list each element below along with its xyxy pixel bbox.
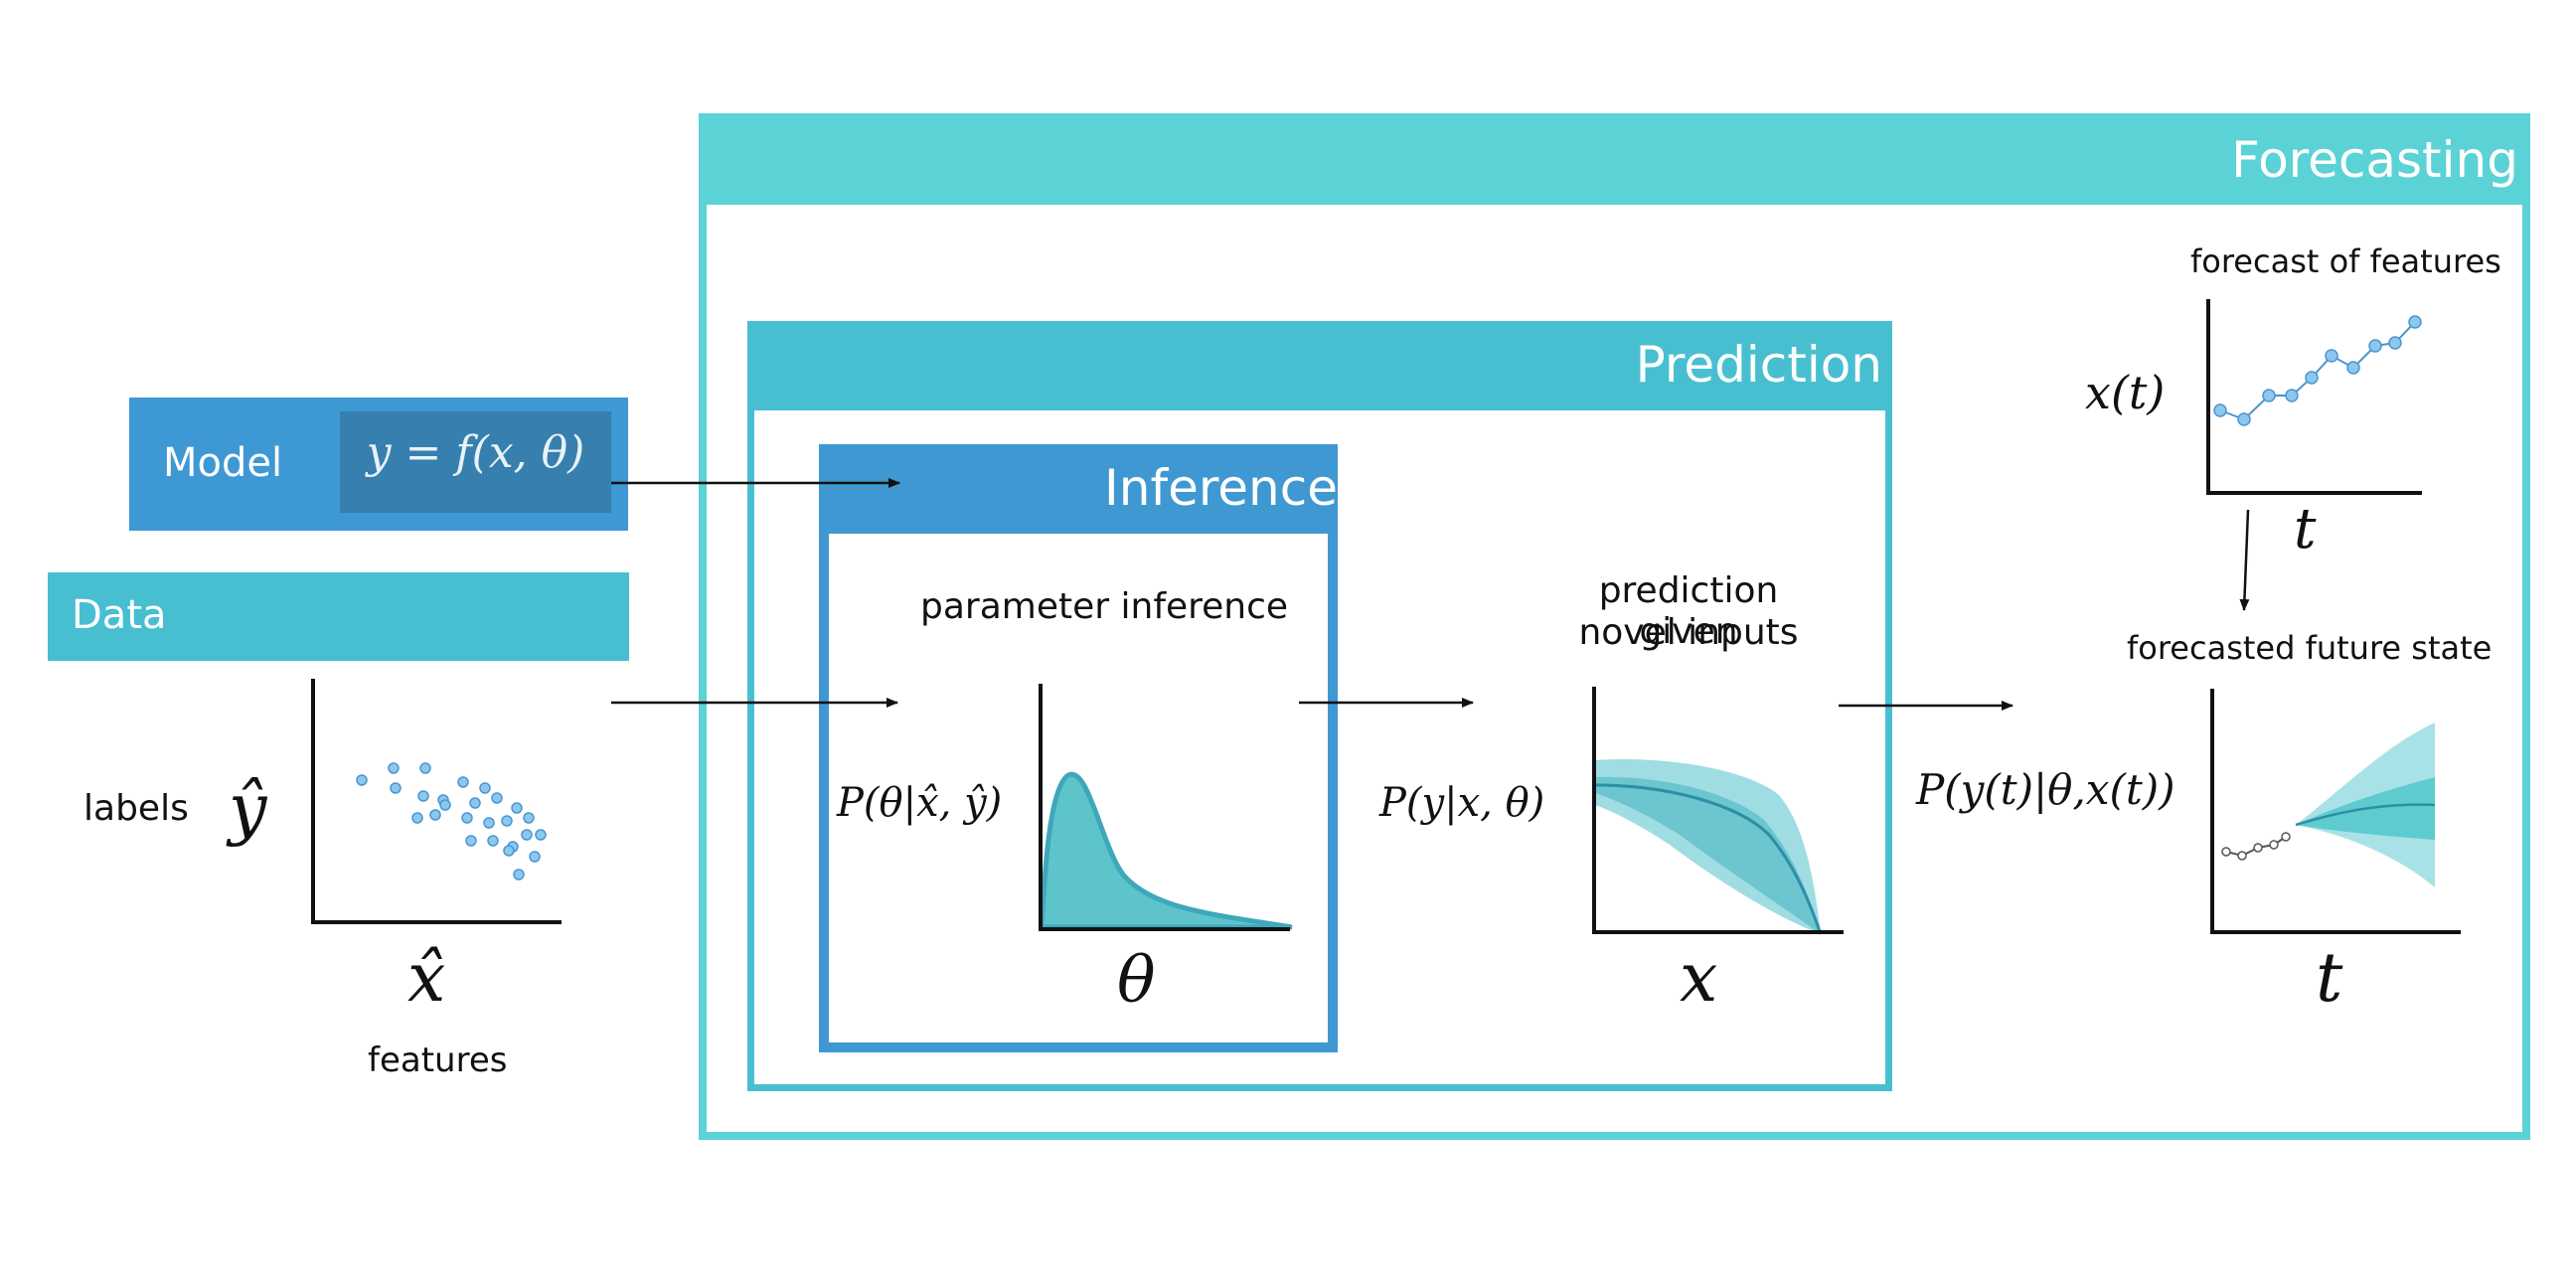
scatter-point: [356, 774, 368, 786]
scatter-point: [479, 782, 491, 794]
feature-point: [2325, 349, 2338, 363]
inference-title: Inference: [1104, 459, 1338, 517]
scatter-point: [388, 762, 400, 774]
history-point: [2237, 851, 2247, 861]
forecast-state-caption: forecasted future state: [2127, 629, 2493, 667]
history-point: [2253, 843, 2263, 853]
scatter-point: [487, 835, 499, 847]
model-label: Model: [163, 440, 283, 486]
prediction-x-axis-label: x: [1680, 939, 1718, 1018]
scatter-point: [501, 815, 513, 827]
prediction-caption-line1: prediction given: [1598, 570, 1779, 652]
scatter-point: [457, 776, 469, 788]
inference-box: [819, 444, 1338, 1052]
features-caption: features: [368, 1040, 508, 1080]
prediction-mean-line: [1594, 783, 1823, 935]
scatter-point: [491, 792, 503, 804]
scatter-point: [513, 869, 525, 880]
features-to-state-arrow: [2239, 509, 2250, 611]
feature-point: [2388, 336, 2402, 350]
prediction-y-label: P(y|x, θ): [1379, 780, 1545, 826]
forecasting-box: [699, 113, 2530, 1140]
scatter-point: [535, 829, 547, 841]
feature-point: [2346, 361, 2360, 375]
scatter-point: [390, 782, 402, 794]
scatter-point: [483, 817, 495, 829]
scatter-point: [523, 812, 535, 824]
forecast-features-caption: forecast of features: [2190, 242, 2501, 280]
forecast-state-y-label: P(y(t)|θ,x(t)): [1916, 765, 2175, 814]
inference-plot-axes: [1039, 684, 1290, 931]
scatter-point: [511, 802, 523, 814]
data-scatter-plot: [311, 679, 562, 924]
feature-point: [2237, 412, 2251, 426]
scatter-point: [521, 829, 533, 841]
prediction-inner-band: [1595, 776, 1821, 934]
feature-point: [2408, 315, 2422, 329]
forecast-mean-line: [2295, 803, 2436, 827]
posterior-density-curve: [1039, 771, 1293, 930]
labels-caption: labels: [83, 788, 189, 829]
history-point: [2269, 840, 2279, 850]
scatter-point: [465, 835, 477, 847]
scatter-point: [417, 790, 429, 802]
feature-point: [2262, 389, 2276, 402]
scatter-point: [529, 851, 541, 863]
parameter-inference-caption: parameter inference: [920, 586, 1289, 627]
feature-point: [2368, 339, 2382, 353]
forecast-features-plot: [2206, 299, 2422, 495]
prediction-plot-axes: [1592, 687, 1844, 934]
forecast-state-plot: [2210, 689, 2461, 934]
inference-density-plot: [1039, 684, 1293, 931]
feature-point: [2285, 389, 2299, 402]
data-y-axis-label: ŷ: [229, 770, 267, 849]
forecasting-header: [699, 113, 2530, 205]
forecast-features-x-axis-label: t: [2294, 497, 2317, 561]
scatter-point: [439, 799, 451, 811]
feature-point: [2305, 371, 2319, 385]
scatter-point: [469, 797, 481, 809]
forecast-state-axes: [2210, 689, 2461, 934]
history-point: [2281, 832, 2291, 842]
prediction-band-plot: [1592, 687, 1844, 935]
forecast-features-y-label: x(t): [2085, 366, 2166, 419]
scatter-point: [411, 812, 423, 824]
data-x-axis-label: x̂: [407, 939, 446, 1018]
prediction-title: Prediction: [1635, 336, 1882, 394]
inference-x-axis-label: θ: [1117, 944, 1156, 1018]
prediction-header: [747, 321, 1892, 410]
inference-header: [819, 444, 1338, 534]
model-equation: y = f(x, θ): [366, 427, 585, 478]
forecasting-title: Forecasting: [2231, 131, 2518, 189]
data-plot-axes: [311, 679, 562, 924]
scatter-point: [429, 809, 441, 821]
data-label: Data: [72, 592, 167, 638]
data-box: [48, 572, 629, 661]
scatter-point: [419, 762, 431, 774]
forecast-state-x-axis-label: t: [2316, 939, 2343, 1018]
forecast-features-axes: [2206, 299, 2422, 495]
feature-point: [2213, 403, 2227, 417]
scatter-point: [461, 812, 473, 824]
forecast-features-line: [2219, 321, 2416, 421]
inference-y-label: P(θ|x̂, ŷ): [837, 780, 1003, 826]
model-equation-box: [340, 411, 611, 513]
scatter-point: [503, 845, 515, 857]
prediction-caption-line2: novel inputs: [1578, 612, 1799, 653]
history-point: [2221, 847, 2231, 857]
